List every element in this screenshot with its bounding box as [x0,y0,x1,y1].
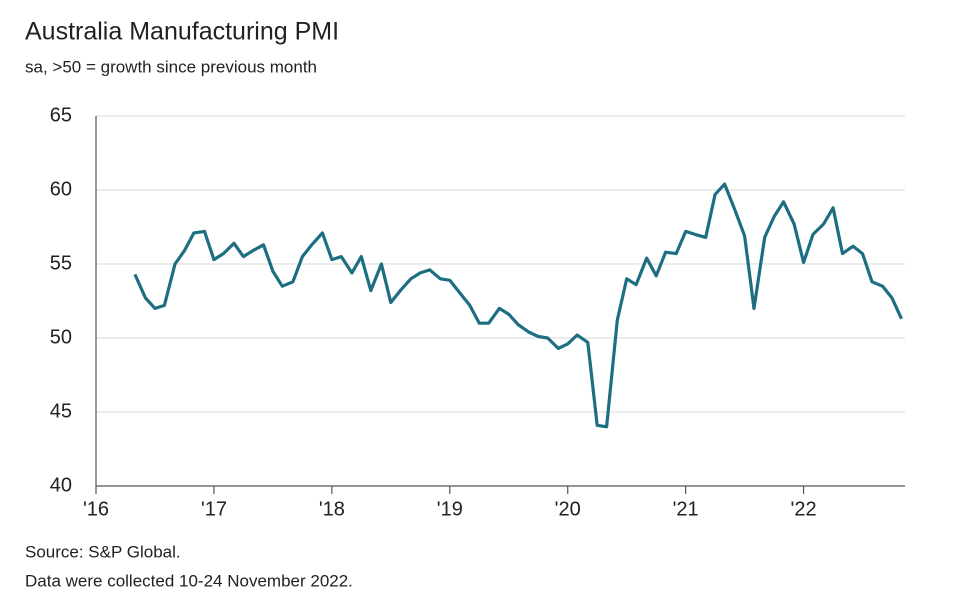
x-tick-label: '17 [201,498,227,520]
x-tick-label: '21 [673,498,699,520]
collection-note: Data were collected 10-24 November 2022. [25,571,353,590]
chart-subtitle: sa, >50 = growth since previous month [25,57,317,76]
y-tick-label: 55 [50,252,72,274]
y-tick-label: 45 [50,400,72,422]
y-tick-label: 60 [50,178,72,200]
y-tick-label: 40 [50,474,72,496]
source-note: Source: S&P Global. [25,542,181,561]
x-tick-label: '18 [319,498,345,520]
y-tick-label: 65 [50,104,72,126]
chart-title: Australia Manufacturing PMI [25,18,339,46]
data-line [133,182,903,429]
x-tick-label: '20 [555,498,581,520]
x-tick-label: '16 [83,498,109,520]
x-tick-label: '22 [791,498,817,520]
x-tick-label: '19 [437,498,463,520]
y-tick-label: 50 [50,326,72,348]
